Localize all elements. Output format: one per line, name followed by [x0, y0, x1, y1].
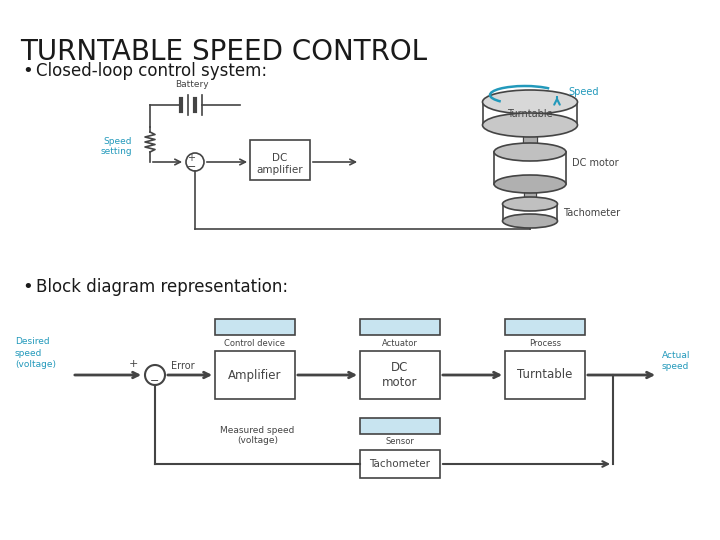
Text: Block diagram representation:: Block diagram representation:	[36, 278, 288, 296]
Text: Tachometer: Tachometer	[563, 207, 620, 218]
Text: Turntable: Turntable	[517, 368, 572, 381]
Text: Tachometer: Tachometer	[369, 459, 431, 469]
Ellipse shape	[503, 214, 557, 228]
Bar	[505, 319, 585, 335]
Text: Closed-loop control system:: Closed-loop control system:	[36, 62, 267, 80]
Text: +: +	[187, 153, 195, 163]
Text: DC
amplifier: DC amplifier	[257, 153, 303, 175]
Text: TURNTABLE SPEED CONTROL: TURNTABLE SPEED CONTROL	[20, 38, 427, 66]
Text: DC motor: DC motor	[572, 158, 618, 168]
Text: −: −	[150, 376, 160, 386]
Bar	[360, 319, 440, 335]
Bar	[215, 351, 295, 399]
Ellipse shape	[494, 175, 566, 193]
Ellipse shape	[482, 90, 577, 114]
Text: Measured speed
(voltage): Measured speed (voltage)	[220, 426, 294, 445]
Ellipse shape	[503, 197, 557, 211]
Text: Desired
speed
(voltage): Desired speed (voltage)	[15, 338, 56, 369]
Ellipse shape	[482, 113, 577, 137]
Bar	[505, 351, 585, 399]
Text: Speed: Speed	[568, 87, 598, 97]
Text: Battery: Battery	[175, 80, 209, 89]
Bar	[360, 351, 440, 399]
Text: Control device: Control device	[225, 339, 286, 348]
Text: Process: Process	[529, 339, 561, 348]
Text: −: −	[187, 162, 197, 172]
Text: Turntable: Turntable	[507, 109, 553, 119]
Bar	[360, 450, 440, 478]
Bar	[250, 140, 310, 180]
Bar	[215, 319, 295, 335]
Text: Error: Error	[171, 361, 194, 371]
Text: +: +	[128, 359, 138, 369]
Bar	[360, 418, 440, 434]
Ellipse shape	[494, 143, 566, 161]
Text: Actuator: Actuator	[382, 339, 418, 348]
Text: •: •	[22, 278, 32, 296]
Text: Sensor: Sensor	[386, 437, 415, 447]
Text: Amplifier: Amplifier	[228, 368, 282, 381]
Text: Speed
setting: Speed setting	[100, 137, 132, 157]
Text: DC
motor: DC motor	[382, 361, 418, 389]
Text: Actual
speed: Actual speed	[662, 351, 690, 371]
Text: •: •	[22, 62, 32, 80]
